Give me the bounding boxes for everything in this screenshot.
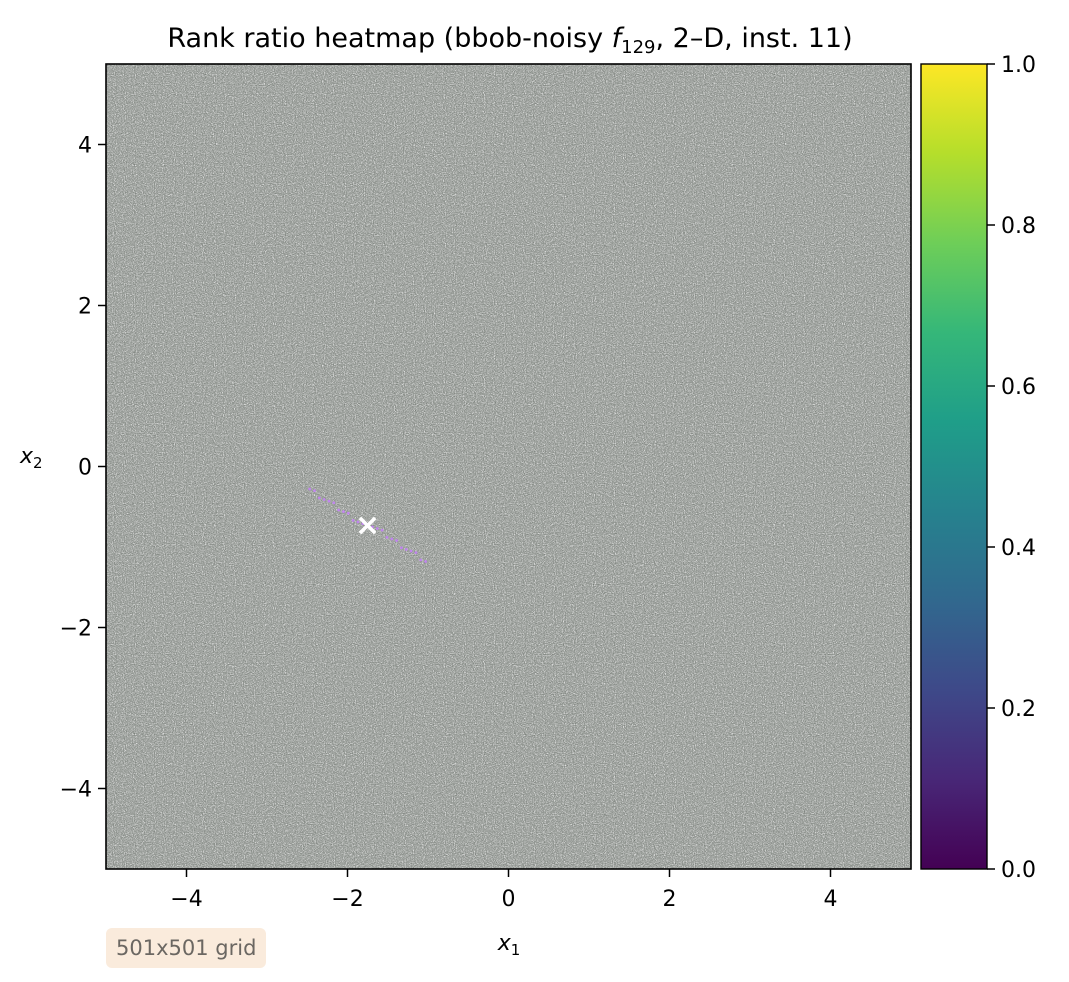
- y-tick-label: 4: [78, 134, 92, 159]
- y-axis-ticks: −4 −2 0 2 4: [60, 134, 106, 803]
- optimum-trail-dot: [371, 525, 374, 529]
- colorbar-tick-label: 0.4: [1001, 536, 1036, 561]
- optimum-trail-dot: [337, 508, 341, 512]
- x-tick-label: 0: [502, 887, 516, 912]
- optimum-trail-dot: [332, 501, 336, 505]
- x-tick-label: 2: [663, 887, 677, 912]
- optimum-trail-dot: [322, 498, 326, 501]
- x-tick-label: 4: [824, 887, 838, 912]
- y-tick-label: 0: [78, 456, 92, 481]
- optimum-trail-dot: [404, 548, 408, 551]
- optimum-trail-dot: [414, 551, 418, 555]
- optimum-trail-dot: [375, 527, 379, 530]
- optimum-trail-dot: [327, 499, 331, 503]
- colorbar-tick-label: 0.2: [1001, 697, 1036, 722]
- optimum-trail-dot: [356, 520, 360, 524]
- optimum-trail-dot: [346, 511, 350, 515]
- diagonal-marks: [308, 487, 427, 563]
- optimum-trail-dot: [361, 522, 365, 526]
- x-tick-label: −4: [170, 887, 202, 912]
- optimum-trail-dot: [342, 510, 345, 513]
- colorbar: [920, 63, 988, 870]
- optimum-trail-dot: [390, 537, 394, 541]
- y-tick-label: −4: [60, 778, 92, 803]
- optimum-trail-dot: [313, 489, 316, 493]
- x-axis-label: x1: [497, 931, 521, 959]
- y-axis-label: x2: [19, 444, 43, 472]
- optimum-trail-dot: [380, 528, 384, 532]
- optimum-trail-dot: [419, 558, 423, 562]
- x-tick-label: −2: [331, 887, 363, 912]
- optimum-trail-dot: [317, 496, 321, 500]
- colorbar-tick-label: 0.8: [1001, 214, 1036, 239]
- colorbar-tick-label: 1.0: [1001, 53, 1036, 78]
- optimum-trail-dot: [409, 549, 413, 553]
- heatmap-area: ×: [106, 64, 911, 869]
- y-tick-label: 2: [78, 295, 92, 320]
- optimum-trail-dot: [385, 535, 389, 539]
- colorbar-tick-label: 0.6: [1001, 375, 1036, 400]
- grid-size-note: 501x501 grid: [106, 928, 267, 968]
- optimum-trail-dot: [424, 560, 427, 563]
- colorbar-ticks: 0.0 0.2 0.4 0.6 0.8 1.0: [987, 53, 1036, 883]
- optimum-trail-dot: [395, 539, 399, 542]
- optimum-trail-dot: [351, 519, 355, 522]
- optimum-trail-dot: [308, 487, 312, 491]
- x-axis-ticks: −4 −2 0 2 4: [170, 869, 838, 912]
- optimum-trail-dot: [400, 546, 403, 550]
- optimum-marker: ×: [355, 508, 380, 543]
- colorbar-tick-label: 0.0: [1001, 858, 1036, 883]
- chart-title: Rank ratio heatmap (bbob-noisy f129, 2–D…: [167, 23, 852, 58]
- y-tick-label: −2: [60, 617, 92, 642]
